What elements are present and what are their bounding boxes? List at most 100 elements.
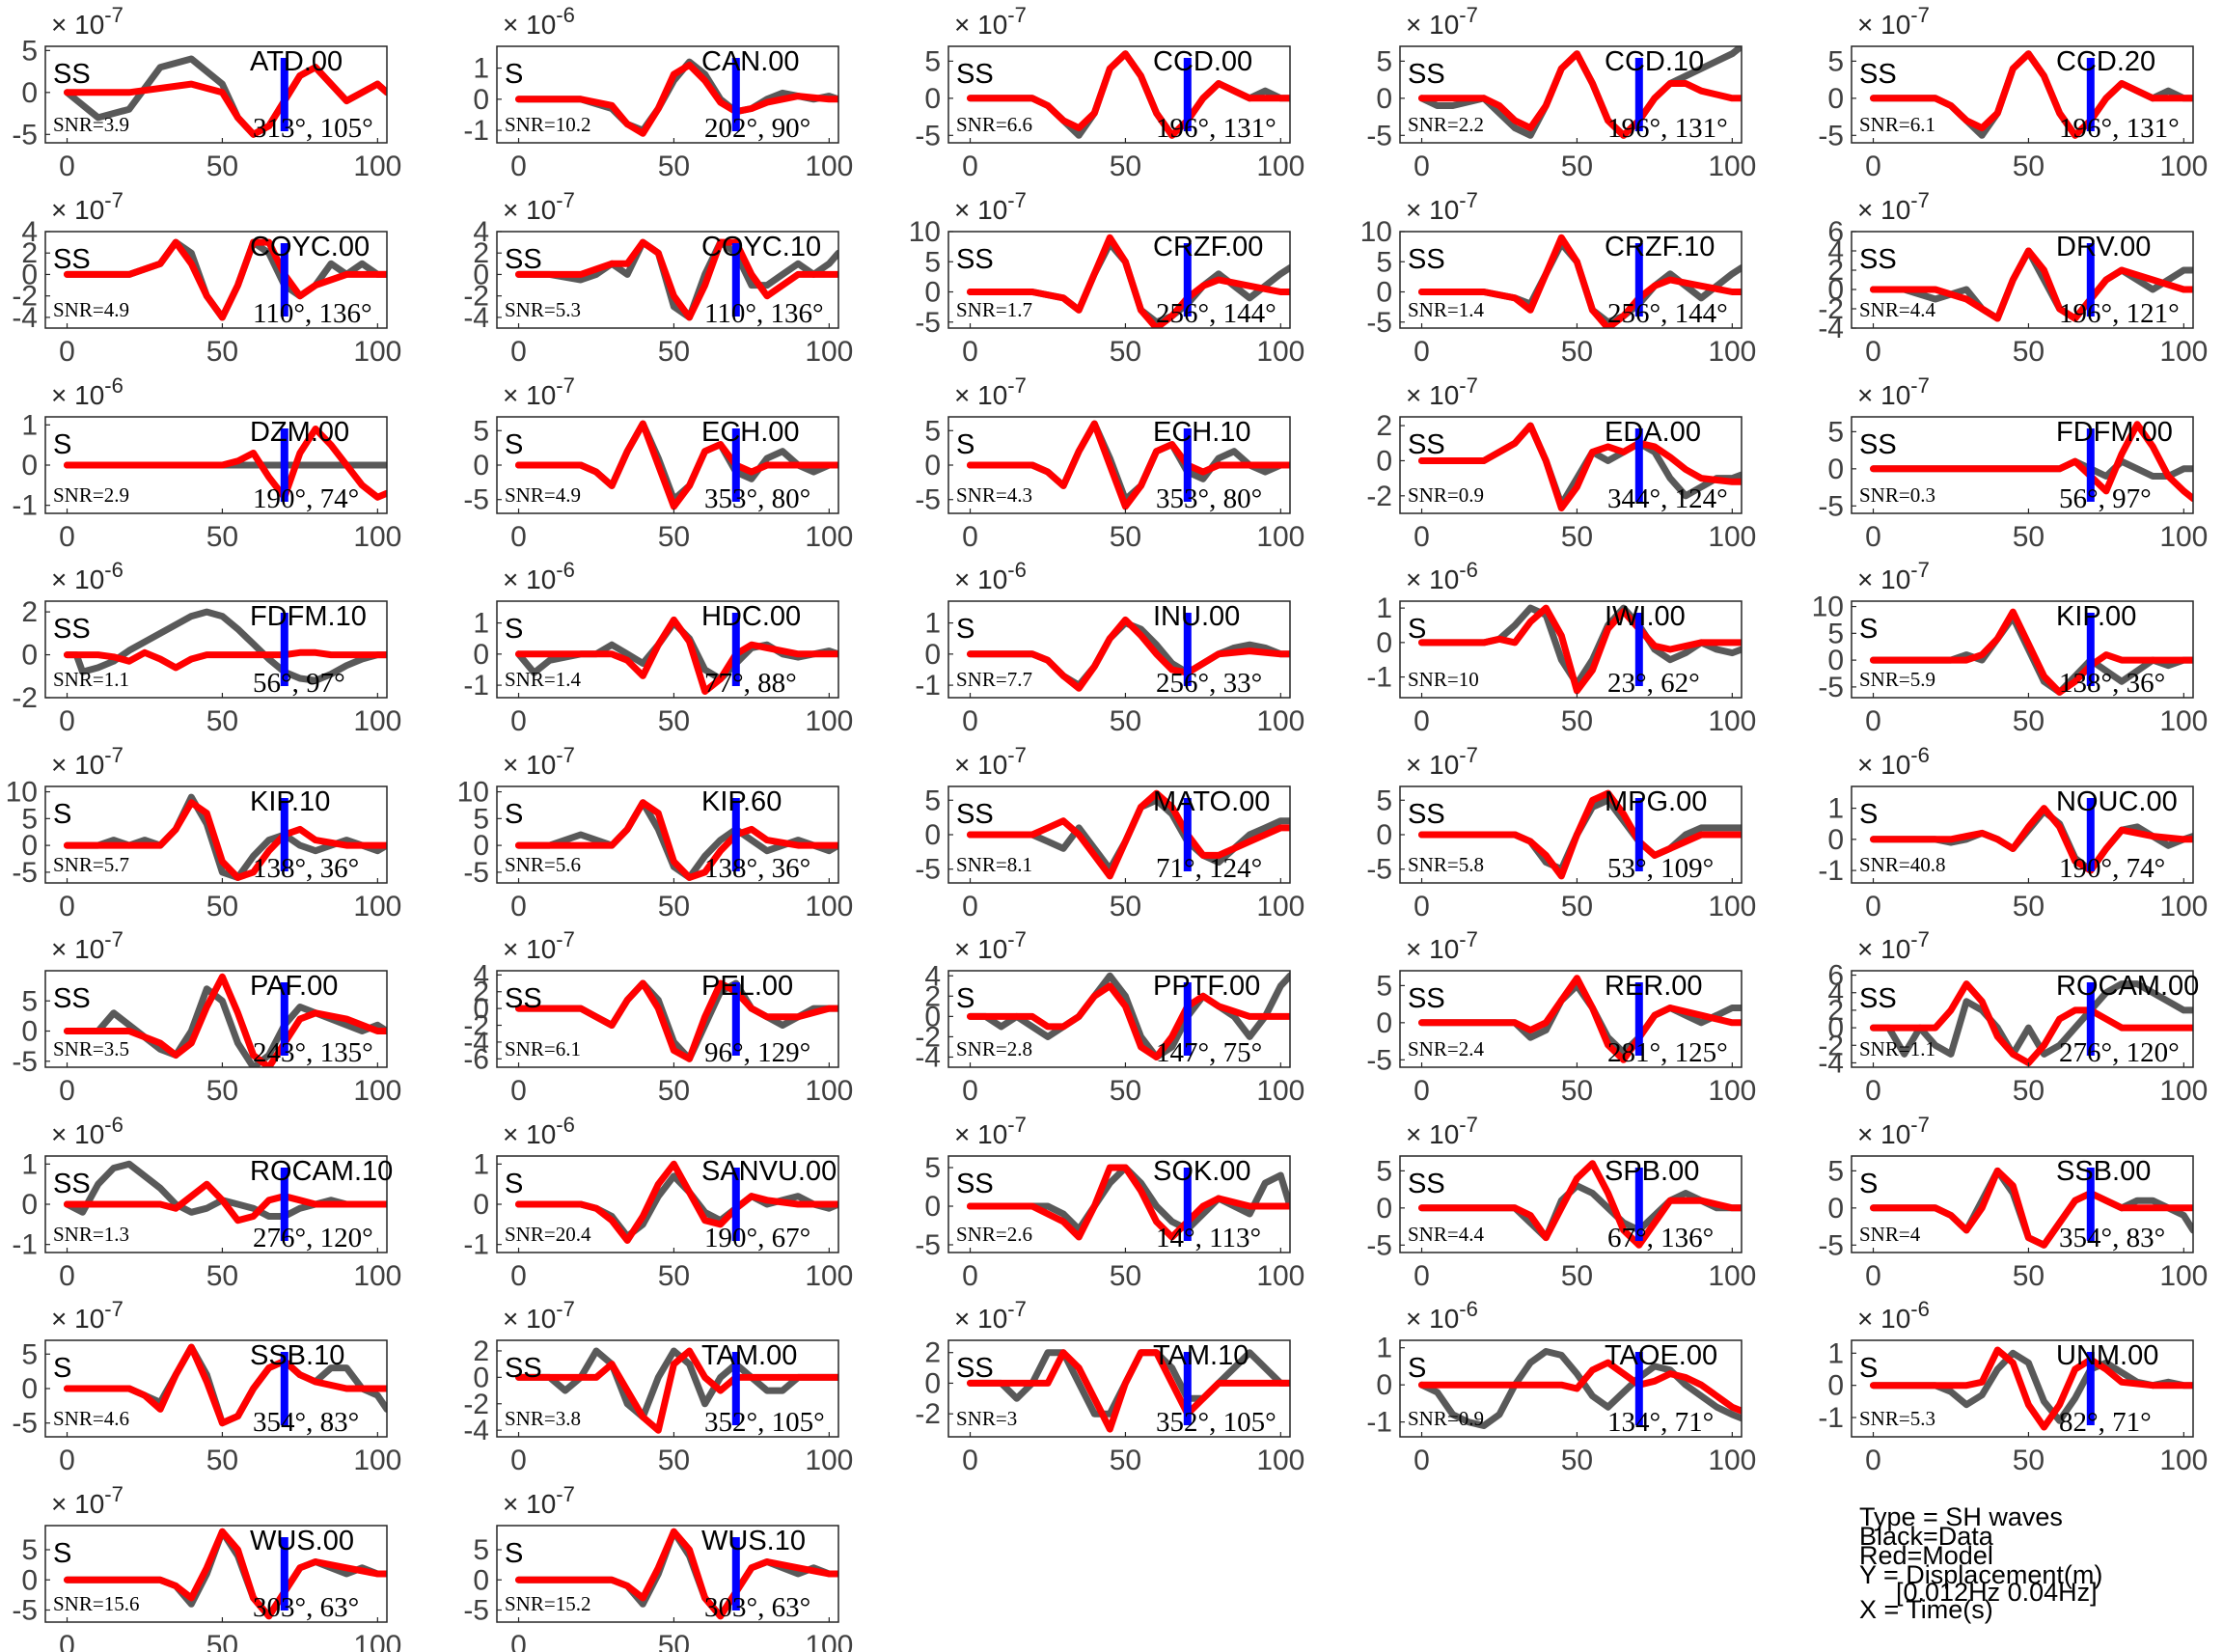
- station-label: EDA.00: [1605, 417, 1701, 448]
- y-tick-label: 2: [1376, 410, 1392, 442]
- axis-exponent: × 10-6: [1857, 1297, 1930, 1334]
- y-tick-label: -1: [12, 490, 38, 522]
- station-label: RER.00: [1605, 971, 1703, 1002]
- model-trace: [64, 973, 387, 1067]
- y-tick-label: 4: [924, 960, 941, 992]
- snr-label: SNR=5.9: [1859, 668, 1935, 691]
- x-tick-label: 50: [206, 1260, 238, 1292]
- axes-frame: [947, 1155, 1291, 1253]
- azimuth-label: 138°, 36°: [253, 853, 359, 884]
- azimuth-label: 196°, 121°: [2059, 298, 2180, 329]
- azimuth-label: 256°, 33°: [1156, 668, 1262, 699]
- y-tick-label: -1: [1818, 855, 1844, 887]
- phase-label: SS: [1859, 983, 1897, 1014]
- y-tick-label: 0: [1827, 1193, 1844, 1225]
- pick-marker: [1183, 982, 1192, 1056]
- x-tick-label: 0: [510, 1075, 527, 1107]
- snr-label: SNR=10: [1408, 668, 1479, 691]
- snr-label: SNR=20.4: [505, 1223, 591, 1246]
- y-tick-label: 0: [924, 819, 941, 851]
- axis-exponent-power: -6: [104, 1113, 124, 1137]
- azimuth-label: 354°, 83°: [2059, 1223, 2165, 1253]
- y-tick-label: -4: [463, 302, 489, 334]
- pick-marker: [1634, 798, 1643, 871]
- y-tick-label: 1: [473, 53, 489, 85]
- axis-exponent: × 10-7: [954, 3, 1027, 40]
- phase-label: SS: [1859, 244, 1897, 275]
- y-tick-label: 2: [1827, 995, 1844, 1027]
- subplot-taoe-00: 0 50 100 -1 0 1 × 10-6 S TAOE.00 SNR=0.9 134°, 71°: [1366, 1297, 1756, 1476]
- snr-label: SNR=2.4: [1408, 1037, 1484, 1060]
- x-tick-label: 100: [1708, 1260, 1756, 1292]
- x-tick-label: 50: [2013, 151, 2045, 182]
- x-tick-label: 50: [206, 891, 238, 922]
- snr-label: SNR=4.9: [53, 298, 129, 321]
- x-tick-label: 50: [206, 1075, 238, 1107]
- axis-exponent-power: -7: [556, 1482, 575, 1506]
- axis-exponent-power: -7: [1007, 1113, 1027, 1137]
- model-trace: [1870, 50, 2193, 139]
- y-tick-label: -1: [463, 1229, 489, 1261]
- x-tick-label: 50: [1110, 705, 1141, 737]
- x-tick-label: 0: [1865, 521, 1881, 553]
- model-trace: [515, 616, 838, 695]
- x-tick-label: 50: [658, 1445, 690, 1476]
- y-tick-label: -6: [463, 1043, 489, 1075]
- model-trace: [515, 61, 838, 137]
- axis-exponent: × 10-6: [954, 558, 1027, 594]
- azimuth-label: 67°, 136°: [1607, 1223, 1714, 1253]
- y-tick-label: 1: [1376, 592, 1392, 624]
- model-trace: [64, 1180, 387, 1225]
- azimuth-label: 353°, 80°: [1156, 483, 1262, 514]
- y-tick-label: -5: [1366, 854, 1392, 886]
- snr-label: SNR=1.1: [1859, 1037, 1935, 1060]
- axes-frame: [1851, 231, 2194, 329]
- x-tick-label: 50: [206, 336, 238, 368]
- axis-exponent: × 10-7: [51, 3, 124, 40]
- axes-frame: [496, 231, 839, 329]
- y-tick-label: -5: [1366, 120, 1392, 151]
- axis-exponent: × 10-7: [954, 1113, 1027, 1149]
- azimuth-label: 110°, 136°: [253, 298, 372, 329]
- x-tick-label: 50: [2013, 336, 2045, 368]
- phase-label: S: [53, 429, 71, 460]
- y-tick-label: -1: [1818, 1402, 1844, 1434]
- phase-label: S: [956, 614, 974, 645]
- phase-label: SS: [505, 1353, 542, 1384]
- y-tick-label: 6: [1827, 960, 1844, 992]
- station-label: TAOE.00: [1605, 1340, 1717, 1371]
- y-tick-label: 5: [21, 1338, 38, 1370]
- axes-frame: [44, 785, 388, 884]
- x-tick-label: 0: [59, 1445, 75, 1476]
- axes-frame: [496, 970, 839, 1068]
- station-label: ECH.00: [701, 417, 800, 448]
- axes-frame: [1851, 45, 2194, 144]
- axis-exponent: × 10-6: [1406, 1297, 1478, 1334]
- x-tick-label: 0: [1865, 1445, 1881, 1476]
- x-tick-label: 100: [1708, 521, 1756, 553]
- x-tick-label: 100: [1256, 151, 1304, 182]
- y-tick-label: 0: [1376, 277, 1392, 309]
- x-tick-label: 100: [353, 151, 401, 182]
- azimuth-label: 281°, 125°: [1607, 1037, 1728, 1068]
- y-tick-label: 1: [1376, 1333, 1392, 1364]
- snr-label: SNR=3.9: [53, 113, 129, 136]
- axes-frame: [1399, 1339, 1743, 1438]
- y-tick-label: -2: [915, 1398, 941, 1430]
- x-tick-label: 100: [2159, 151, 2208, 182]
- model-trace: [515, 1160, 838, 1244]
- y-tick-label: 0: [1376, 1007, 1392, 1039]
- subplot-fdfm-10: 0 50 100 -2 0 2 × 10-6 SS FDFM.10 SNR=1.1 56°, 97°: [12, 558, 401, 737]
- axis-exponent-power: -7: [104, 1482, 124, 1506]
- model-trace: [515, 420, 838, 510]
- model-trace: [1870, 1346, 2193, 1431]
- azimuth-label: 77°, 88°: [704, 668, 797, 699]
- y-tick-label: 5: [1827, 416, 1844, 448]
- snr-label: SNR=6.1: [1859, 113, 1935, 136]
- y-tick-label: 0: [1376, 627, 1392, 659]
